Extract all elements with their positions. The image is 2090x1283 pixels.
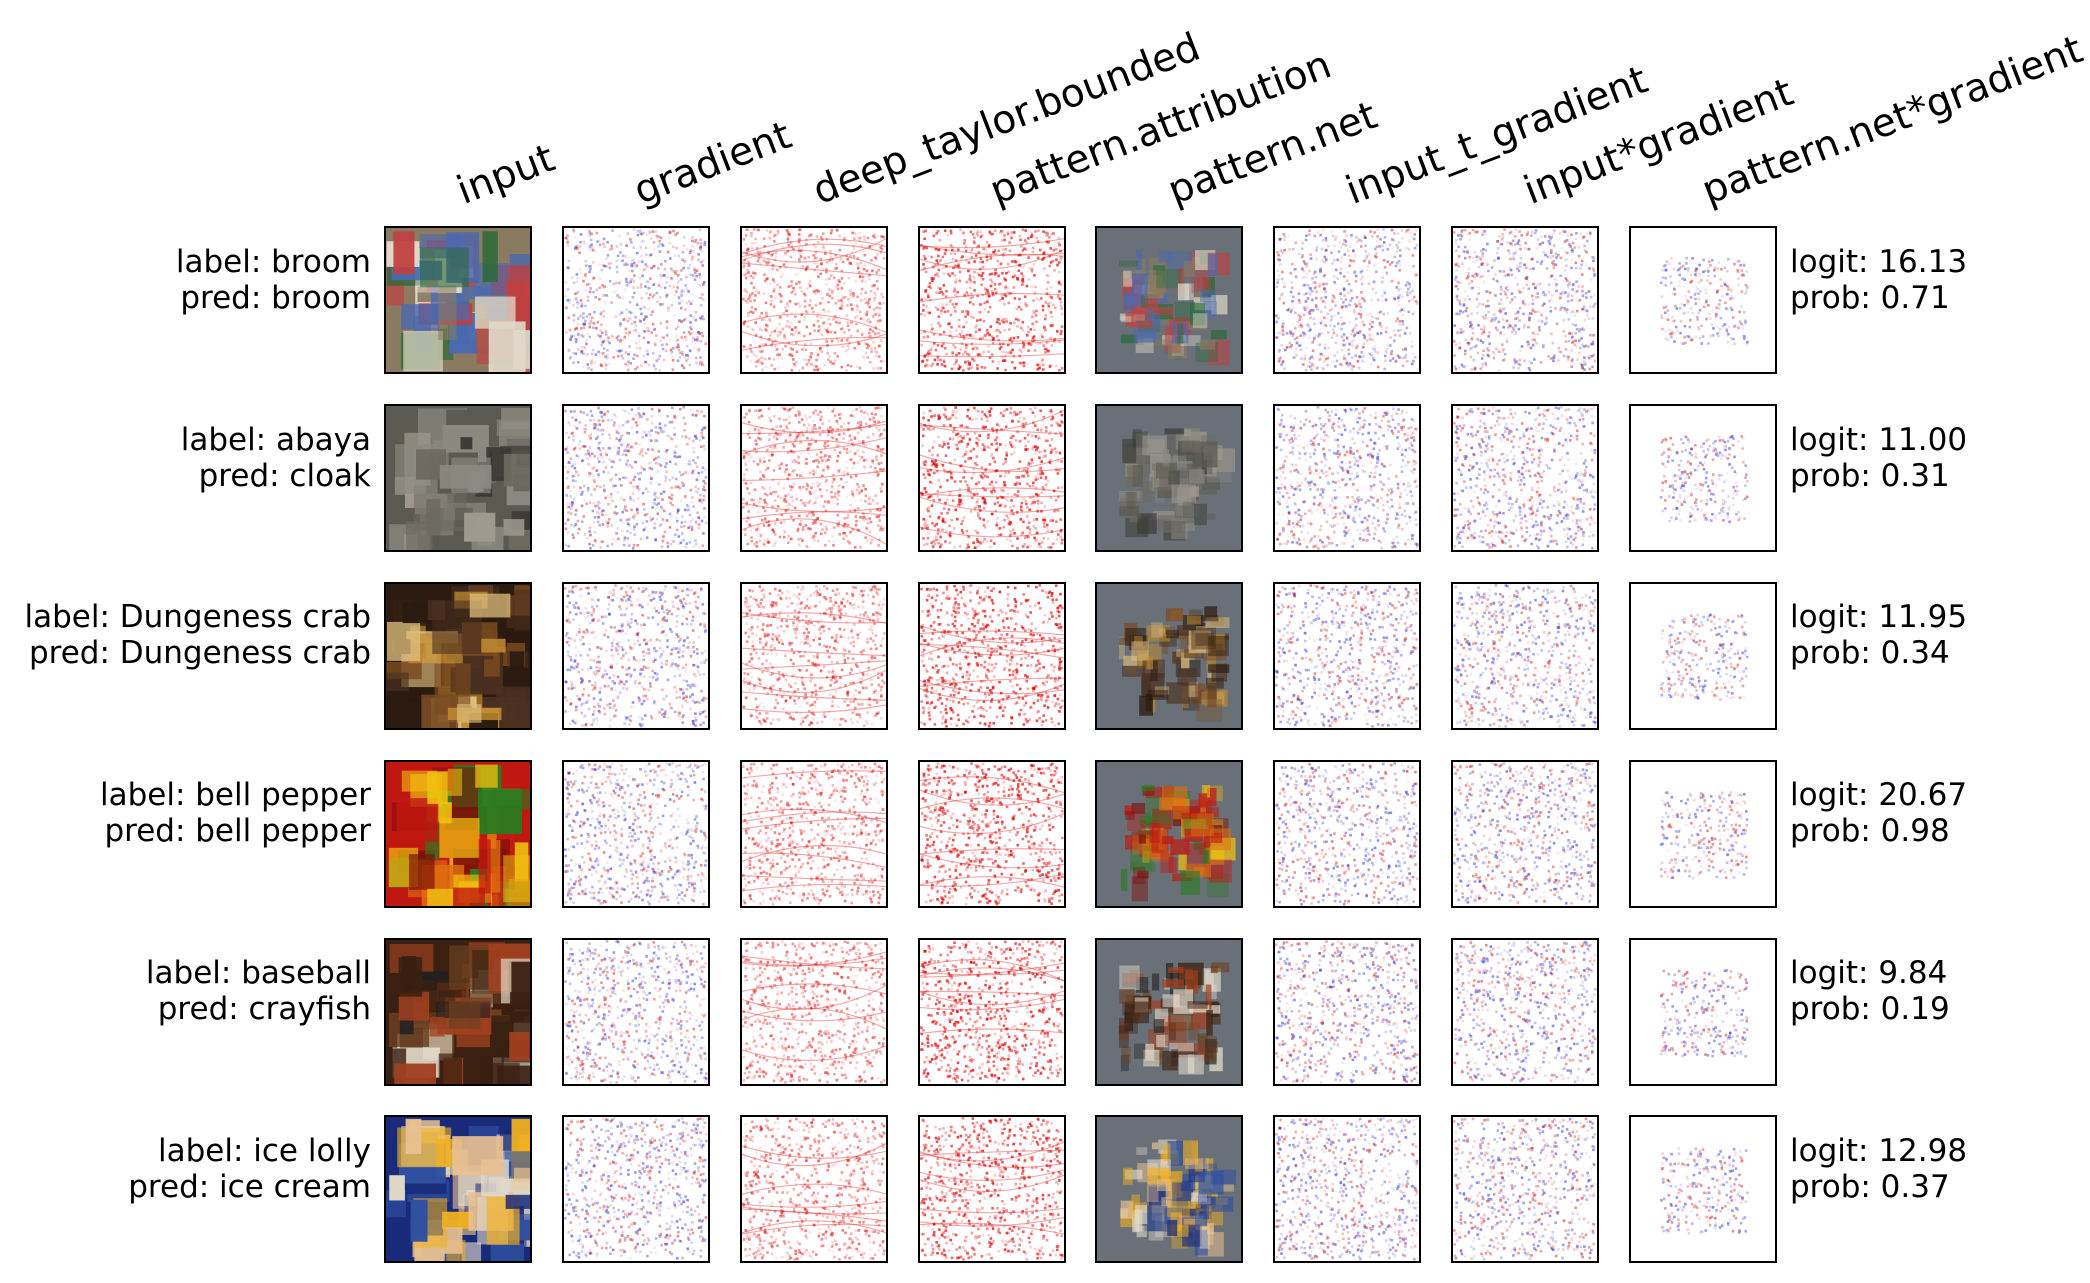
input-image: [384, 226, 532, 374]
heatmap-image: [562, 760, 710, 908]
heatmap-image: [1095, 404, 1243, 552]
heatmap-image: [1451, 404, 1599, 552]
heatmap-image: [1629, 582, 1777, 730]
row-stats-item: logit: 20.67 prob: 0.98: [1790, 777, 1967, 849]
heatmap-image: [1451, 582, 1599, 730]
row-stats-item: logit: 11.00 prob: 0.31: [1790, 422, 1967, 494]
row-label: label: bell pepper pred: bell pepper: [0, 777, 371, 849]
heatmap-image: [1273, 760, 1421, 908]
heatmap-image: [1273, 938, 1421, 1086]
prob-value: prob: 0.71: [1790, 280, 1967, 316]
heatmap-image: [1095, 1115, 1243, 1263]
heatmap-image: [918, 404, 1066, 552]
logit-value: logit: 9.84: [1790, 955, 1950, 991]
prob-value: prob: 0.31: [1790, 458, 1967, 494]
heatmap-image: [1451, 760, 1599, 908]
logit-value: logit: 12.98: [1790, 1133, 1967, 1169]
heatmap-image: [1629, 938, 1777, 1086]
heatmap-image: [918, 938, 1066, 1086]
logit-value: logit: 11.95: [1790, 599, 1967, 635]
heatmap-image: [1095, 226, 1243, 374]
heatmap-image: [1273, 1115, 1421, 1263]
heatmap-image: [918, 760, 1066, 908]
heatmap-image: [1629, 760, 1777, 908]
heatmap-image: [562, 226, 710, 374]
prob-value: prob: 0.37: [1790, 1169, 1967, 1205]
heatmap-image: [1451, 1115, 1599, 1263]
predicted-label: pred: cloak: [0, 458, 371, 494]
input-image: [384, 582, 532, 730]
row-label: label: Dungeness crab pred: Dungeness cr…: [0, 599, 371, 671]
heatmap-image: [740, 226, 888, 374]
heatmap-image: [918, 1115, 1066, 1263]
heatmap-image: [740, 582, 888, 730]
heatmap-image: [1273, 404, 1421, 552]
prob-value: prob: 0.98: [1790, 813, 1967, 849]
heatmap-image: [740, 404, 888, 552]
true-label: label: abaya: [0, 422, 371, 458]
prob-value: prob: 0.19: [1790, 991, 1950, 1027]
heatmap-image: [562, 404, 710, 552]
true-label: label: bell pepper: [0, 777, 371, 813]
predicted-label: pred: broom: [0, 280, 371, 316]
heatmap-image: [1095, 938, 1243, 1086]
heatmap-image: [1451, 938, 1599, 1086]
true-label: label: broom: [0, 244, 371, 280]
predicted-label: pred: bell pepper: [0, 813, 371, 849]
heatmap-image: [740, 1115, 888, 1263]
heatmap-image: [562, 582, 710, 730]
logit-value: logit: 20.67: [1790, 777, 1967, 813]
heatmap-image: [740, 938, 888, 1086]
heatmap-image: [1629, 404, 1777, 552]
prob-value: prob: 0.34: [1790, 635, 1967, 671]
input-image: [384, 760, 532, 908]
column-header: gradient: [628, 113, 798, 214]
heatmap-image: [740, 760, 888, 908]
row-stats-item: logit: 9.84 prob: 0.19: [1790, 955, 1950, 1027]
heatmap-image: [1095, 760, 1243, 908]
input-image: [384, 404, 532, 552]
true-label: label: baseball: [0, 955, 371, 991]
row-label: label: ice lolly pred: ice cream: [0, 1133, 371, 1205]
row-stats-item: logit: 11.95 prob: 0.34: [1790, 599, 1967, 671]
row-label: label: broom pred: broom: [0, 244, 371, 316]
true-label: label: ice lolly: [0, 1133, 371, 1169]
heatmap-image: [1273, 582, 1421, 730]
heatmap-image: [1095, 582, 1243, 730]
column-header: input_t_gradient: [1340, 58, 1654, 214]
predicted-label: pred: ice cream: [0, 1169, 371, 1205]
predicted-label: pred: Dungeness crab: [0, 635, 371, 671]
heatmap-image: [1629, 1115, 1777, 1263]
logit-value: logit: 11.00: [1790, 422, 1967, 458]
heatmap-image: [1451, 226, 1599, 374]
input-image: [384, 938, 532, 1086]
predicted-label: pred: crayfish: [0, 991, 371, 1027]
row-stats-item: logit: 12.98 prob: 0.37: [1790, 1133, 1967, 1205]
row-label: label: baseball pred: crayfish: [0, 955, 371, 1027]
input-image: [384, 1115, 532, 1263]
row-stats-item: logit: 16.13 prob: 0.71: [1790, 244, 1967, 316]
logit-value: logit: 16.13: [1790, 244, 1967, 280]
heatmap-image: [1273, 226, 1421, 374]
column-header: input: [451, 136, 561, 214]
row-label: label: abaya pred: cloak: [0, 422, 371, 494]
heatmap-image: [562, 938, 710, 1086]
true-label: label: Dungeness crab: [0, 599, 371, 635]
heatmap-image: [562, 1115, 710, 1263]
heatmap-image: [1629, 226, 1777, 374]
heatmap-image: [918, 226, 1066, 374]
heatmap-image: [918, 582, 1066, 730]
